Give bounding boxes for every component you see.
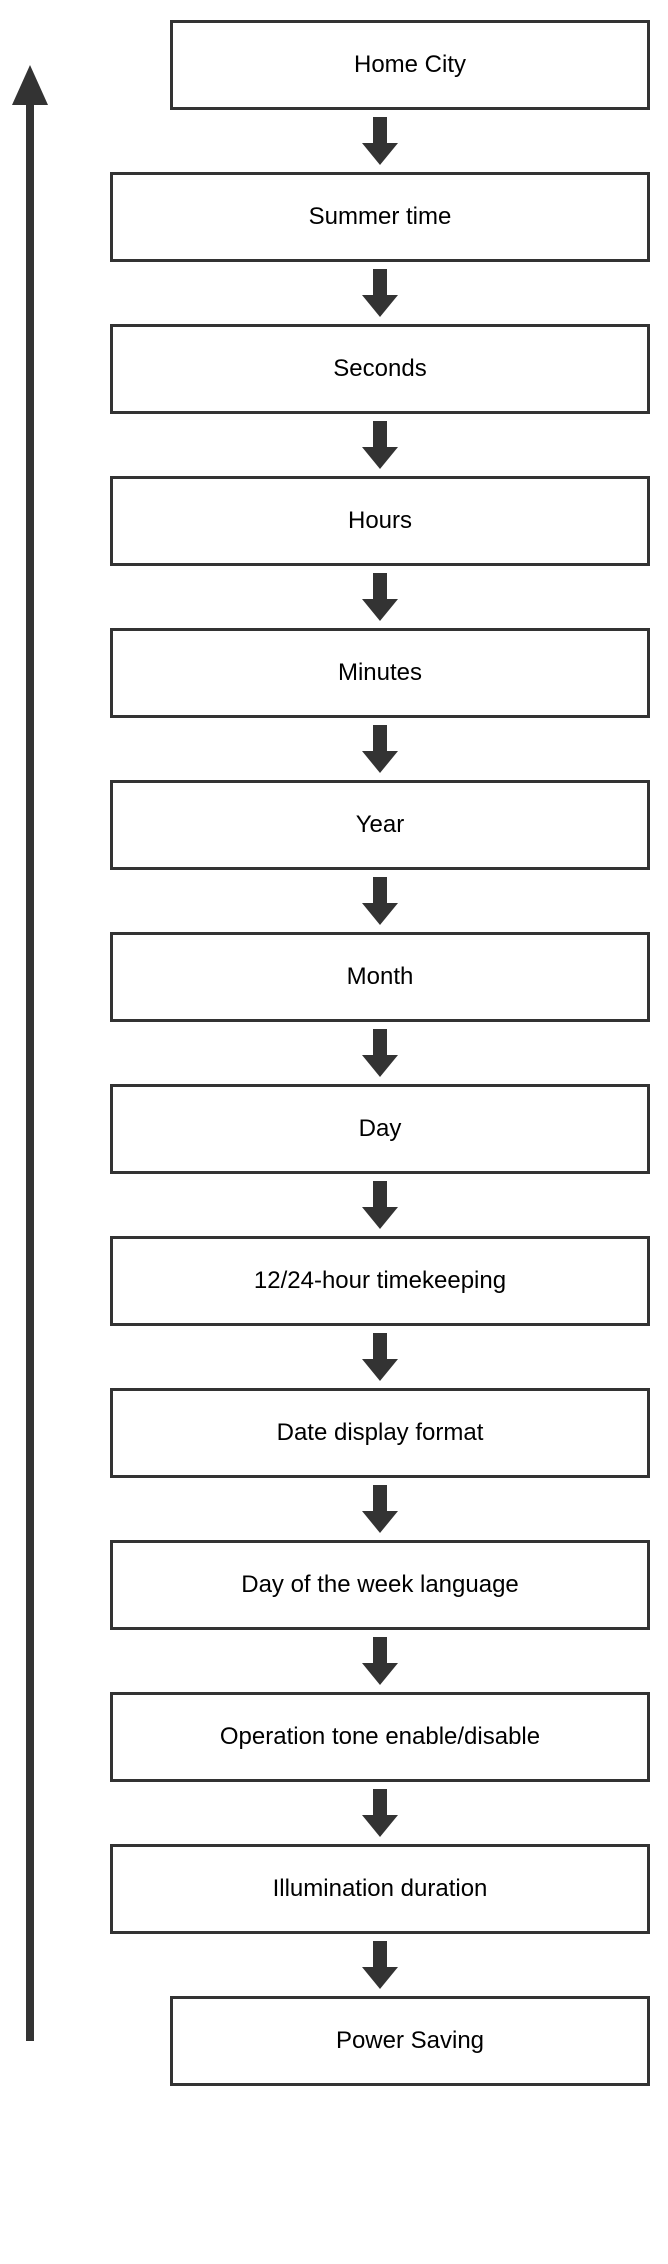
node-label: Summer time xyxy=(309,203,452,231)
arrow-down-icon xyxy=(110,870,650,932)
node-label: Home City xyxy=(354,51,466,79)
node-timekeeping: 12/24-hour timekeeping xyxy=(110,1236,650,1326)
node-label: Power Saving xyxy=(336,2027,484,2055)
node-label: Date display format xyxy=(277,1419,484,1447)
arrow-down-icon xyxy=(110,1022,650,1084)
nodes-container: Home City Summer time Seconds Hours Minutes Y… xyxy=(20,20,648,2086)
arrow-down-icon xyxy=(110,110,650,172)
node-minutes: Minutes xyxy=(110,628,650,718)
arrow-down-icon xyxy=(110,566,650,628)
node-label: Hours xyxy=(348,507,412,535)
arrow-down-icon xyxy=(110,1174,650,1236)
node-day: Day xyxy=(110,1084,650,1174)
node-label: Illumination duration xyxy=(273,1875,488,1903)
node-summer-time: Summer time xyxy=(110,172,650,262)
node-label: Year xyxy=(356,811,405,839)
arrow-down-icon xyxy=(110,718,650,780)
arrow-down-icon xyxy=(110,1934,650,1996)
node-month: Month xyxy=(110,932,650,1022)
node-label: Day xyxy=(359,1115,402,1143)
node-power-saving: Power Saving xyxy=(170,1996,650,2086)
node-year: Year xyxy=(110,780,650,870)
node-label: 12/24-hour timekeeping xyxy=(254,1267,506,1295)
node-label: Seconds xyxy=(333,355,426,383)
arrow-down-icon xyxy=(110,262,650,324)
node-hours: Hours xyxy=(110,476,650,566)
node-date-format: Date display format xyxy=(110,1388,650,1478)
return-arrow xyxy=(6,65,56,2041)
arrow-down-icon xyxy=(110,414,650,476)
arrow-down-icon xyxy=(110,1630,650,1692)
node-dow-language: Day of the week language xyxy=(110,1540,650,1630)
arrow-down-icon xyxy=(110,1782,650,1844)
flowchart-diagram: Home City Summer time Seconds Hours Minutes Y… xyxy=(0,0,668,2106)
arrow-down-icon xyxy=(110,1478,650,1540)
node-label: Day of the week language xyxy=(241,1571,519,1599)
arrow-down-icon xyxy=(110,1326,650,1388)
node-label: Month xyxy=(347,963,414,991)
node-label: Minutes xyxy=(338,659,422,687)
node-home-city: Home City xyxy=(170,20,650,110)
node-illumination: Illumination duration xyxy=(110,1844,650,1934)
node-op-tone: Operation tone enable/disable xyxy=(110,1692,650,1782)
node-seconds: Seconds xyxy=(110,324,650,414)
node-label: Operation tone enable/disable xyxy=(220,1723,540,1751)
